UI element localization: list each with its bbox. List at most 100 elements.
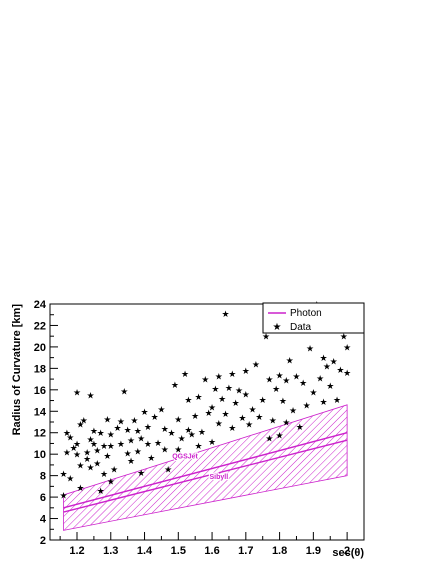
y-tick-label: 14 — [34, 406, 47, 418]
data-point: ★ — [137, 434, 145, 444]
data-point: ★ — [130, 415, 138, 425]
data-point: ★ — [151, 412, 159, 422]
data-point: ★ — [242, 366, 250, 376]
y-axis-title: Radius of Curvature [km] — [11, 304, 23, 436]
data-point: ★ — [323, 362, 331, 372]
band-annotation-qgsjet: QGSJet — [172, 453, 198, 460]
data-point: ★ — [289, 406, 297, 416]
photon-curve-layer — [63, 432, 348, 513]
x-tick-label: 1.5 — [171, 545, 186, 557]
x-tick-label: 1.8 — [272, 545, 287, 557]
data-point: ★ — [168, 428, 176, 438]
data-point: ★ — [93, 445, 101, 455]
data-point: ★ — [191, 411, 199, 421]
data-point: ★ — [90, 439, 98, 449]
data-point: ★ — [147, 453, 155, 463]
data-point: ★ — [326, 381, 334, 391]
data-point: ★ — [157, 405, 165, 415]
data-point: ★ — [303, 400, 311, 410]
data-point: ★ — [70, 443, 78, 453]
data-point: ★ — [292, 371, 300, 381]
data-point: ★ — [59, 469, 67, 479]
data-point: ★ — [127, 436, 135, 446]
data-point: ★ — [276, 370, 284, 380]
data-point: ★ — [134, 426, 142, 436]
data-point: ★ — [134, 446, 142, 456]
data-point: ★ — [86, 463, 94, 473]
data-point: ★ — [208, 402, 216, 412]
data-point: ★ — [174, 414, 182, 424]
data-point: ★ — [76, 483, 84, 493]
data-point: ★ — [107, 441, 115, 451]
data-point: ★ — [228, 369, 236, 379]
data-point: ★ — [259, 395, 267, 405]
data-point: ★ — [286, 355, 294, 365]
data-point: ★ — [97, 428, 105, 438]
data-point: ★ — [181, 369, 189, 379]
data-point: ★ — [90, 426, 98, 436]
data-point: ★ — [208, 437, 216, 447]
y-tick-label: 4 — [40, 514, 47, 526]
y-tick-label: 8 — [40, 471, 46, 483]
data-point: ★ — [117, 416, 125, 426]
photon-band-layer — [63, 404, 348, 531]
data-points-layer: ★★★★★★★★★★★★★★★★★★★★★★★★★★★★★★★★★★★★★★★★… — [59, 300, 351, 501]
data-point: ★ — [117, 439, 125, 449]
data-point: ★ — [330, 356, 338, 366]
y-tick-label: 16 — [34, 385, 46, 397]
data-point: ★ — [340, 332, 348, 342]
data-point: ★ — [107, 429, 115, 439]
data-point: ★ — [127, 456, 135, 466]
data-point: ★ — [110, 465, 118, 475]
x-tick-label: 1.4 — [137, 545, 153, 557]
data-point: ★ — [164, 465, 172, 475]
data-point: ★ — [279, 396, 287, 406]
data-point: ★ — [255, 412, 263, 422]
data-point: ★ — [144, 422, 152, 432]
x-tick-label: 1.2 — [69, 545, 84, 557]
y-tick-label: 10 — [34, 449, 46, 461]
data-point: ★ — [171, 380, 179, 390]
data-point: ★ — [124, 425, 132, 435]
data-point: ★ — [140, 407, 148, 417]
data-point: ★ — [144, 439, 152, 449]
data-point: ★ — [343, 368, 351, 378]
data-point: ★ — [100, 441, 108, 451]
data-point: ★ — [265, 434, 273, 444]
data-point: ★ — [86, 391, 94, 401]
data-point: ★ — [161, 444, 169, 454]
data-point: ★ — [319, 353, 327, 363]
data-point: ★ — [306, 343, 314, 353]
data-point: ★ — [201, 375, 209, 385]
data-point: ★ — [124, 449, 132, 459]
data-point: ★ — [198, 427, 206, 437]
data-point: ★ — [235, 385, 243, 395]
y-tick-label: 18 — [34, 363, 46, 375]
data-point: ★ — [245, 420, 253, 430]
y-tick-label: 2 — [40, 535, 46, 547]
data-point: ★ — [205, 408, 213, 418]
data-point: ★ — [195, 392, 203, 402]
data-point: ★ — [120, 386, 128, 396]
photon-curve-sibyll — [63, 439, 348, 513]
data-point: ★ — [73, 439, 81, 449]
data-point: ★ — [296, 422, 304, 432]
data-point: ★ — [222, 309, 230, 319]
data-point: ★ — [282, 418, 290, 428]
photon-band — [63, 404, 348, 531]
data-point: ★ — [59, 490, 67, 500]
data-point: ★ — [154, 438, 162, 448]
data-point: ★ — [63, 448, 71, 458]
data-point: ★ — [103, 414, 111, 424]
data-point: ★ — [282, 376, 290, 386]
legend-photon-label: Photon — [290, 308, 322, 319]
data-point: ★ — [211, 384, 219, 394]
data-point: ★ — [188, 429, 196, 439]
data-point: ★ — [222, 409, 230, 419]
y-tick-label: 24 — [34, 299, 47, 311]
annotation-layer: QGSJet Sibyll — [171, 452, 229, 482]
data-point: ★ — [97, 486, 105, 496]
